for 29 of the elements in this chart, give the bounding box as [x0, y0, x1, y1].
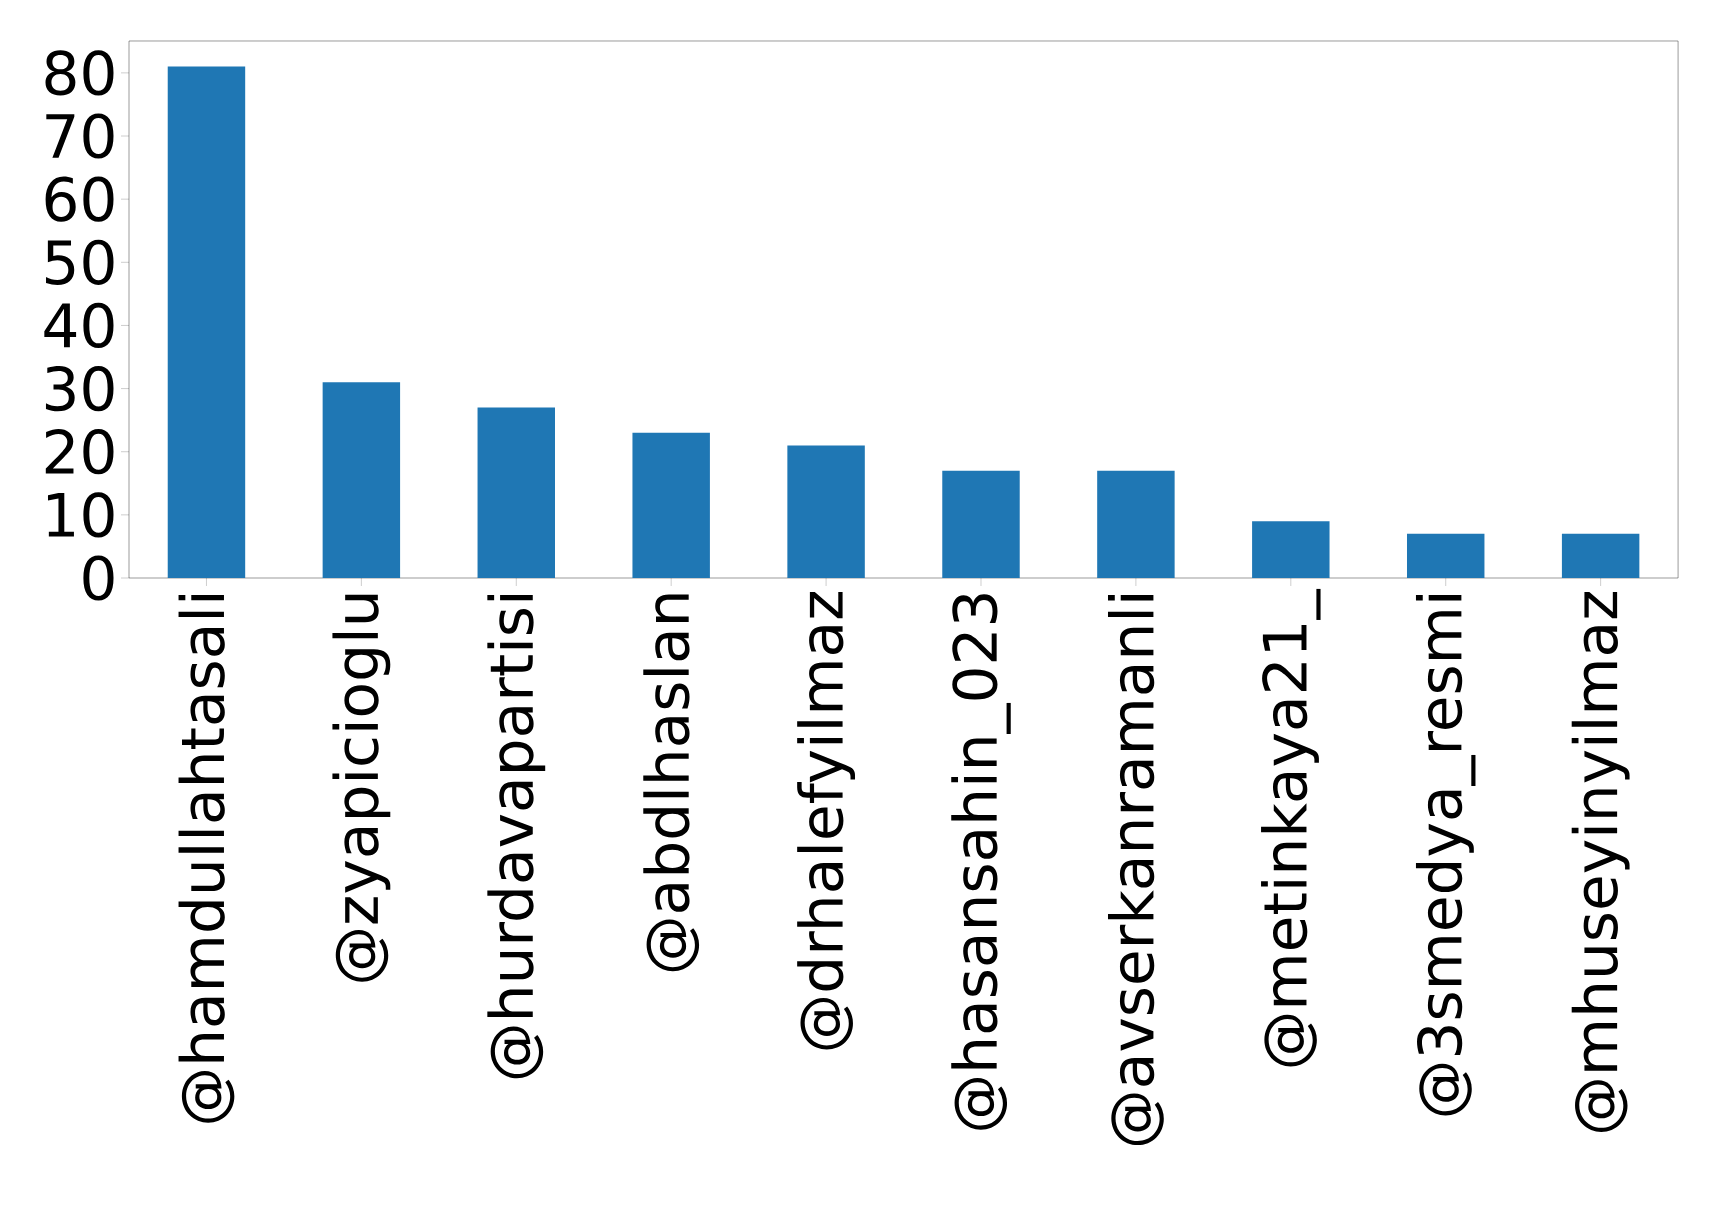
x-tick-label: @zyapicioglu [332, 594, 391, 982]
x-tick-label: @hurdavapartisi [487, 595, 546, 1079]
bar [1406, 533, 1485, 578]
y-tick-label: 30 [45, 365, 114, 412]
y-tick-label: 40 [44, 302, 114, 349]
y-tick-label: 0 [83, 555, 114, 601]
bar [632, 432, 710, 578]
bar [1252, 521, 1330, 578]
bar [942, 470, 1020, 578]
x-tick-label: @abdlhaslan [643, 594, 700, 972]
bar [477, 407, 555, 578]
x-tick-label: @avserkanramanli [1108, 595, 1164, 1146]
y-tick-label: 10 [47, 492, 114, 538]
bar [322, 382, 401, 578]
y-tick-label: 60 [45, 176, 114, 222]
bar [787, 445, 865, 578]
bar [167, 66, 246, 578]
x-tick-label: @3smedya_resmi [1415, 595, 1476, 1116]
bar [1097, 470, 1175, 578]
x-tick-label: @hasansahin_023 [951, 594, 1011, 1130]
y-tick-label: 80 [45, 50, 114, 96]
x-tick-label: @metinkaya21_ [1261, 588, 1321, 1067]
x-tick-label: @hamdullahtasali [178, 595, 235, 1123]
y-tick-label: 20 [45, 429, 114, 475]
y-tick-label: 70 [46, 113, 114, 159]
bar [1561, 533, 1640, 578]
y-tick-label: 50 [46, 239, 114, 285]
x-tick-label: @mhuseyinyilmaz [1571, 592, 1630, 1132]
x-tick-label: @drhalefyilmaz [797, 592, 856, 1050]
